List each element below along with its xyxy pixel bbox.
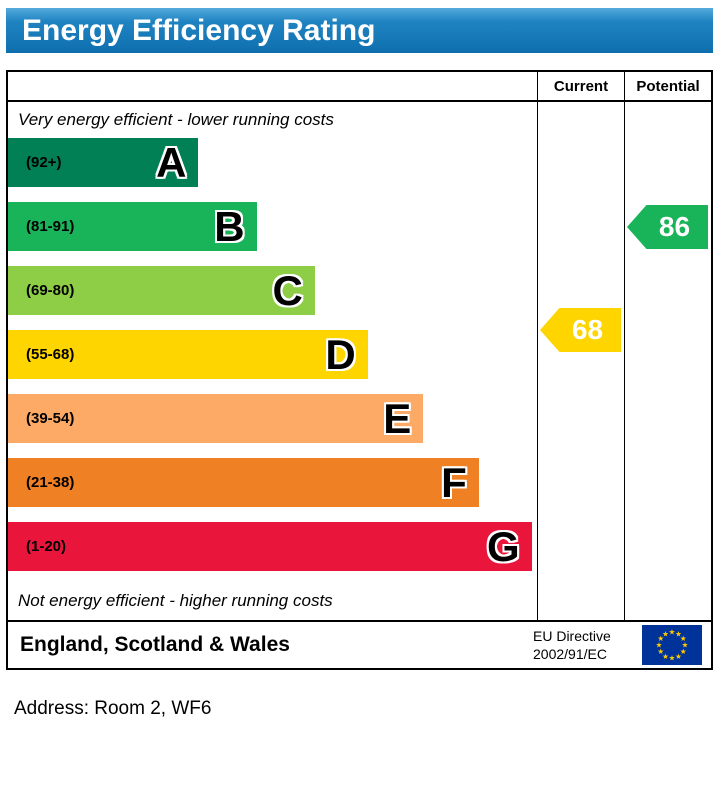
- band-row-c: (69-80) C: [8, 266, 537, 315]
- band-letter: F: [441, 458, 467, 506]
- band-range-label: (39-54): [26, 410, 75, 427]
- svg-text:★: ★: [657, 647, 664, 656]
- band-bar-c: (69-80) C: [8, 266, 315, 315]
- eu-directive-line1: EU Directive: [533, 627, 611, 644]
- current-rating-arrow: 68: [540, 308, 621, 352]
- band-row-a: (92+) A: [8, 138, 537, 187]
- band-letter: B: [214, 202, 245, 250]
- svg-text:★: ★: [662, 652, 669, 661]
- address-line: Address: Room 2, WF6: [14, 698, 212, 719]
- band-row-b: (81-91) B: [8, 202, 537, 251]
- band-row-e: (39-54) E: [8, 394, 537, 443]
- band-bar-g: (1-20) G: [8, 522, 532, 571]
- band-bar-d: (55-68) D: [8, 330, 368, 379]
- potential-column: 86: [624, 102, 711, 620]
- chart-main-area: Very energy efficient - lower running co…: [8, 102, 537, 620]
- band-letter: E: [383, 394, 412, 442]
- chart-header-row: Current Potential: [8, 72, 711, 102]
- chart-header-spacer: [8, 72, 537, 100]
- eu-directive-label: EU Directive 2002/91/EC: [533, 627, 641, 663]
- potential-rating-arrow: 86: [627, 205, 708, 249]
- potential-rating-value: 86: [658, 211, 691, 242]
- band-row-d: (55-68) D: [8, 330, 537, 379]
- band-letter: G: [487, 522, 520, 570]
- svg-text:★: ★: [662, 629, 669, 638]
- chart-footer: England, Scotland & Wales EU Directive 2…: [8, 620, 711, 668]
- top-note: Very energy efficient - lower running co…: [18, 110, 334, 129]
- band-row-f: (21-38) F: [8, 458, 537, 507]
- svg-text:★: ★: [669, 628, 676, 637]
- svg-text:★: ★: [675, 652, 682, 661]
- svg-text:★: ★: [680, 634, 687, 643]
- band-range-label: (92+): [26, 154, 62, 171]
- band-letter: C: [272, 266, 303, 314]
- band-letter: D: [325, 330, 356, 378]
- band-range-label: (1-20): [26, 538, 67, 555]
- svg-text:★: ★: [680, 647, 687, 656]
- current-column-header: Current: [537, 72, 624, 100]
- current-rating-value: 68: [571, 314, 604, 345]
- band-range-label: (81-91): [26, 218, 75, 235]
- current-column: 68: [537, 102, 624, 620]
- svg-text:★: ★: [675, 629, 682, 638]
- band-letter: A: [156, 138, 187, 186]
- chart-body: Very energy efficient - lower running co…: [8, 102, 711, 620]
- band-bar-b: (81-91) B: [8, 202, 257, 251]
- eu-directive-line2: 2002/91/EC: [533, 646, 607, 662]
- band-range-label: (55-68): [26, 346, 75, 363]
- band-range-label: (21-38): [26, 474, 75, 491]
- potential-column-header: Potential: [624, 72, 711, 100]
- page-title: Energy Efficiency Rating: [6, 8, 713, 53]
- bottom-note: Not energy efficient - higher running co…: [18, 591, 333, 610]
- svg-text:★: ★: [657, 634, 664, 643]
- band-range-label: (69-80): [26, 282, 75, 299]
- svg-text:★: ★: [656, 641, 663, 650]
- region-label: England, Scotland & Wales: [20, 633, 290, 656]
- bands: (92+) A (81-91) B (69-80) C (55-68) D (39-54) E (2…: [8, 138, 537, 571]
- band-row-g: (1-20) G: [8, 522, 537, 571]
- band-bar-f: (21-38) F: [8, 458, 479, 507]
- svg-text:★: ★: [669, 654, 676, 663]
- band-bar-e: (39-54) E: [8, 394, 424, 443]
- band-bar-a: (92+) A: [8, 138, 199, 187]
- svg-text:★: ★: [682, 641, 689, 650]
- energy-rating-chart: Current Potential Very energy efficient …: [6, 70, 713, 670]
- eu-flag-icon: ★ ★ ★ ★ ★ ★ ★ ★ ★ ★ ★ ★: [641, 625, 703, 665]
